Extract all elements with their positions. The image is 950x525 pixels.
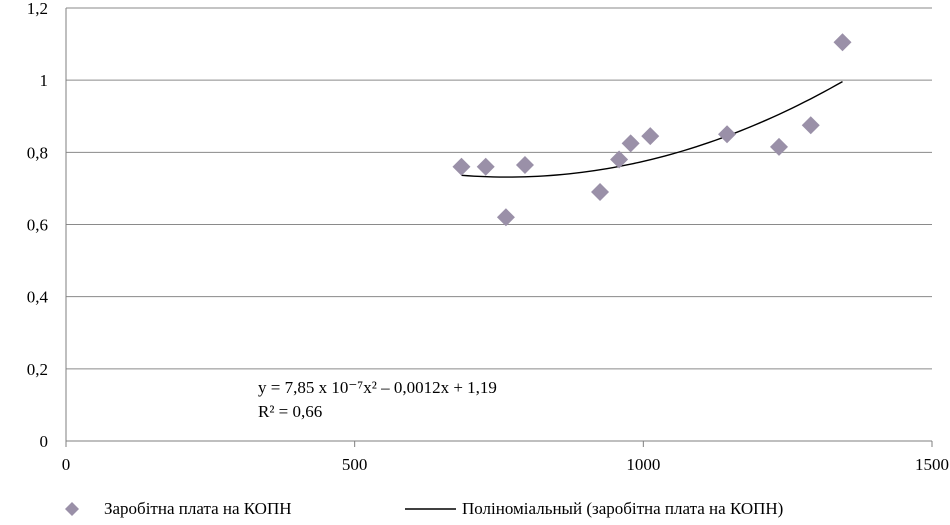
- y-axis-tick-labels: 0 0,2 0,4 0,6 0,8 1 1,2: [27, 0, 49, 451]
- y-tick-label: 0,8: [27, 143, 48, 162]
- legend: Заробітна плата на КОПН Полiномiальный (…: [65, 499, 783, 518]
- legend-series-label: Заробітна плата на КОПН: [104, 499, 292, 518]
- data-point: [515, 155, 534, 174]
- data-point: [801, 116, 820, 135]
- trendline: [461, 80, 843, 178]
- data-point: [770, 137, 789, 156]
- x-tick-label: 500: [342, 455, 368, 474]
- y-tick-label: 1: [40, 71, 49, 90]
- legend-trendline-label: Полiномiальный (заробітна плата на КОПН): [462, 499, 783, 518]
- y-tick-label: 0,6: [27, 216, 48, 235]
- y-tick-label: 1,2: [27, 0, 48, 18]
- data-point: [476, 157, 495, 176]
- data-points: [452, 33, 852, 227]
- data-point: [833, 33, 852, 52]
- data-point: [610, 150, 629, 169]
- y-tick-label: 0: [40, 432, 49, 451]
- data-point: [591, 183, 610, 202]
- legend-marker-icon: [65, 502, 79, 516]
- trendline-r-squared: R² = 0,66: [258, 402, 322, 421]
- data-point: [452, 157, 471, 176]
- data-point: [641, 127, 660, 146]
- trendline-equation: y = 7,85 x 10⁻⁷x² – 0,0012x + 1,19: [258, 378, 497, 397]
- x-tick-label: 1000: [626, 455, 660, 474]
- y-tick-label: 0,2: [27, 360, 48, 379]
- data-point: [496, 208, 515, 227]
- y-tick-label: 0,4: [27, 288, 49, 307]
- data-point: [718, 125, 737, 144]
- x-tick-label: 1500: [915, 455, 949, 474]
- x-axis-tick-labels: 0 500 1000 1500: [62, 441, 949, 474]
- data-point: [621, 134, 640, 153]
- gridlines: [65, 7, 932, 442]
- x-tick-label: 0: [62, 455, 71, 474]
